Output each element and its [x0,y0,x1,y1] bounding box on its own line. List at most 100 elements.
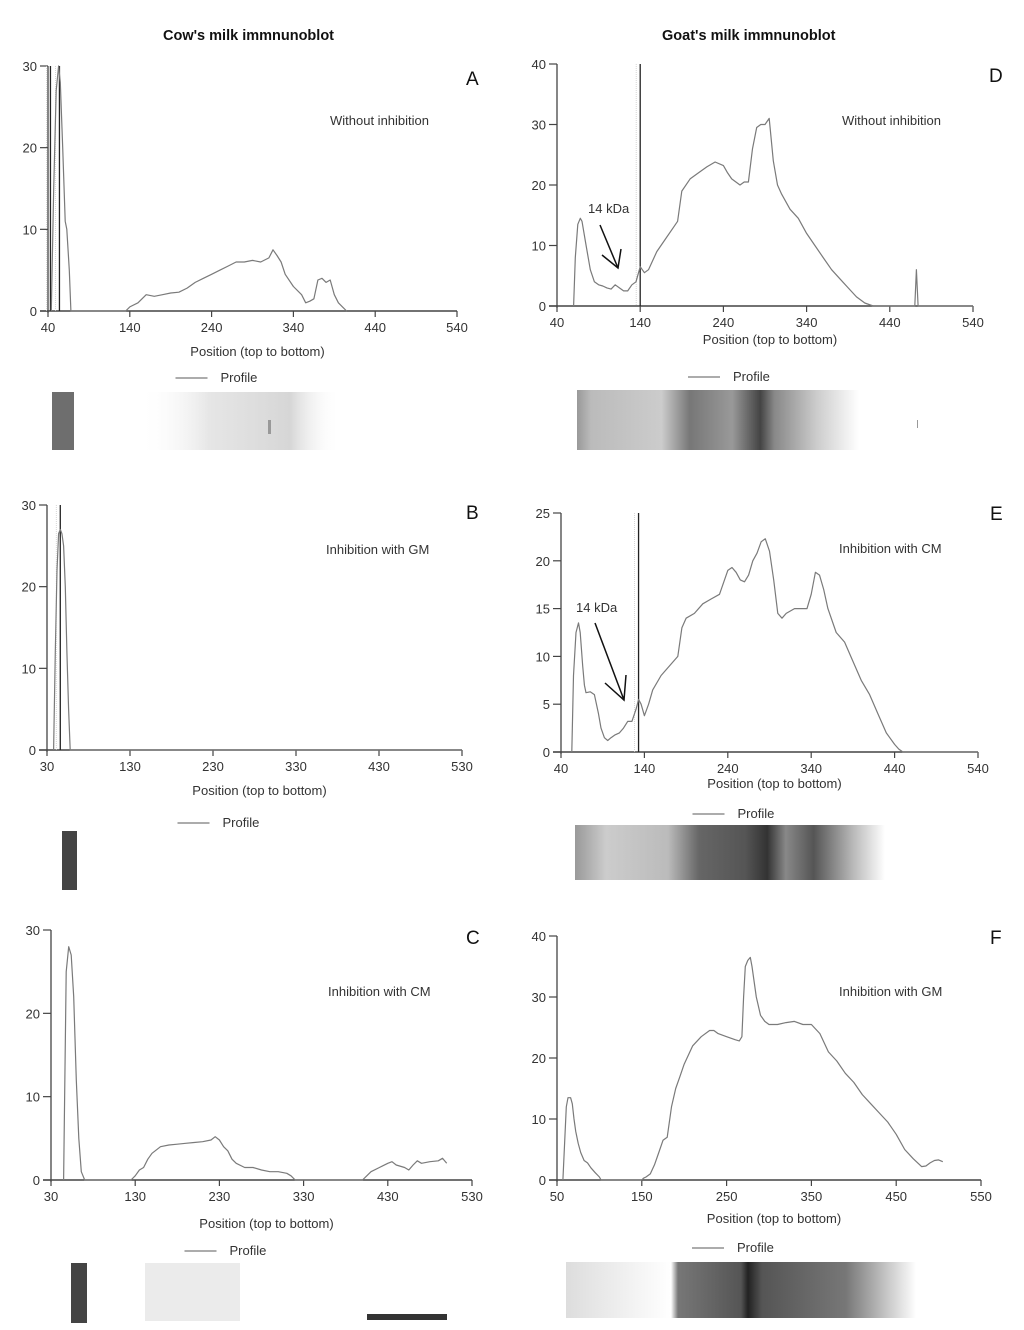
x-tick-label: 150 [631,1189,653,1204]
blot-band [367,1314,447,1320]
y-tick-label: 5 [543,697,550,712]
x-tick-label: 240 [717,761,739,776]
panel-a-chart: 0 10 20 30 40 140 240 340 440 540 A Without inhibit… [23,59,479,385]
blot-band [917,420,918,428]
x-tick-label: 540 [962,315,984,330]
x-tick-label: 530 [451,759,473,774]
x-tick-label: 330 [285,759,307,774]
x-tick-label: 440 [884,761,906,776]
x-tick-label: 530 [461,1189,483,1204]
y-tick-label: 30 [22,498,36,513]
blot-smear [566,1262,916,1318]
y-tick-label: 20 [532,1051,546,1066]
panel-d-chart: 0 10 20 30 40 40 140 240 340 440 540 D Without inhib… [532,57,1003,384]
x-tick-label: 40 [550,315,564,330]
legend-label: Profile [221,370,258,385]
x-tick-label: 430 [377,1189,399,1204]
y-tick-label: 20 [536,554,550,569]
annotation-arrow [594,622,625,701]
x-tick-label: 140 [634,761,656,776]
x-axis-title: Position (top to bottom) [707,1211,841,1226]
x-tick-label: 130 [124,1189,146,1204]
y-tick-label: 10 [532,239,546,254]
y-tick-label: 0 [539,299,546,314]
panel-letter: D [989,66,1003,87]
profile-line [63,946,448,1181]
panel-letter: F [990,928,1002,949]
legend-label: Profile [230,1243,267,1258]
y-tick-label: 30 [26,923,40,938]
kda-annotation: 14 kDa [588,201,630,216]
blot-smear [140,392,340,450]
panel-letter: C [466,928,480,949]
y-tick-label: 40 [532,57,546,72]
panel-letter: B [466,503,479,524]
y-tick-label: 10 [536,649,550,664]
y-tick-label: 30 [532,118,546,133]
profile-line [50,65,348,312]
blot-strip-f [566,1262,916,1318]
condition-label: Without inhibition [330,113,429,128]
blot-band [62,831,77,890]
y-tick-label: 0 [29,743,36,758]
y-tick-label: 0 [539,1173,546,1188]
panel-b-chart: 0 10 20 30 30 130 230 330 430 530 B Inhibition with… [22,498,479,830]
cow-milk-column-title: Cow's milk immnunoblot [163,28,335,44]
y-tick-label: 10 [26,1090,40,1105]
panel-letter: E [990,504,1003,525]
x-tick-label: 340 [796,315,818,330]
x-tick-label: 540 [446,320,468,335]
blot-smear [577,390,859,450]
legend-label: Profile [223,815,260,830]
y-tick-label: 0 [543,745,550,760]
panel-f-chart: 0 10 20 30 40 50 150 250 350 450 550 F Inhibition wi… [532,928,1002,1255]
legend-label: Profile [733,369,770,384]
x-tick-label: 230 [209,1189,231,1204]
blot-band [52,392,74,450]
x-tick-label: 250 [716,1189,738,1204]
x-tick-label: 40 [554,761,568,776]
condition-label: Inhibition with GM [839,984,942,999]
panel-letter: A [466,69,479,90]
x-axis-title: Position (top to bottom) [190,344,324,359]
y-tick-label: 40 [532,929,546,944]
x-tick-label: 350 [801,1189,823,1204]
x-tick-label: 40 [41,320,55,335]
legend-label: Profile [738,806,775,821]
x-tick-label: 440 [879,315,901,330]
x-tick-label: 240 [713,315,735,330]
x-tick-label: 140 [119,320,141,335]
x-tick-label: 540 [967,761,989,776]
x-tick-label: 230 [202,759,224,774]
blot-strip-c [71,1263,447,1323]
y-tick-label: 10 [23,222,37,237]
condition-label: Without inhibition [842,113,941,128]
blot-strip-b [62,831,77,890]
profile-line [573,117,973,307]
profile-line [53,528,462,751]
x-tick-label: 30 [40,759,54,774]
goat-milk-column-title: Goat's milk immnunoblot [662,28,836,44]
x-axis-title: Position (top to bottom) [707,776,841,791]
x-tick-label: 240 [201,320,223,335]
condition-label: Inhibition with CM [328,984,431,999]
y-tick-label: 20 [22,580,36,595]
annotation-arrowhead [604,674,627,702]
y-tick-label: 10 [532,1112,546,1127]
y-tick-label: 10 [22,661,36,676]
y-tick-label: 0 [33,1173,40,1188]
x-tick-label: 140 [629,315,651,330]
legend-label: Profile [737,1240,774,1255]
condition-label: Inhibition with GM [326,542,429,557]
profile-line [562,956,944,1181]
y-tick-label: 20 [23,141,37,156]
profile-line [571,538,978,753]
x-tick-label: 130 [119,759,141,774]
x-tick-label: 430 [368,759,390,774]
condition-label: Inhibition with CM [839,541,942,556]
blot-strip-d [577,390,918,450]
y-tick-label: 0 [30,304,37,319]
x-tick-label: 50 [550,1189,564,1204]
blot-band [268,420,271,434]
